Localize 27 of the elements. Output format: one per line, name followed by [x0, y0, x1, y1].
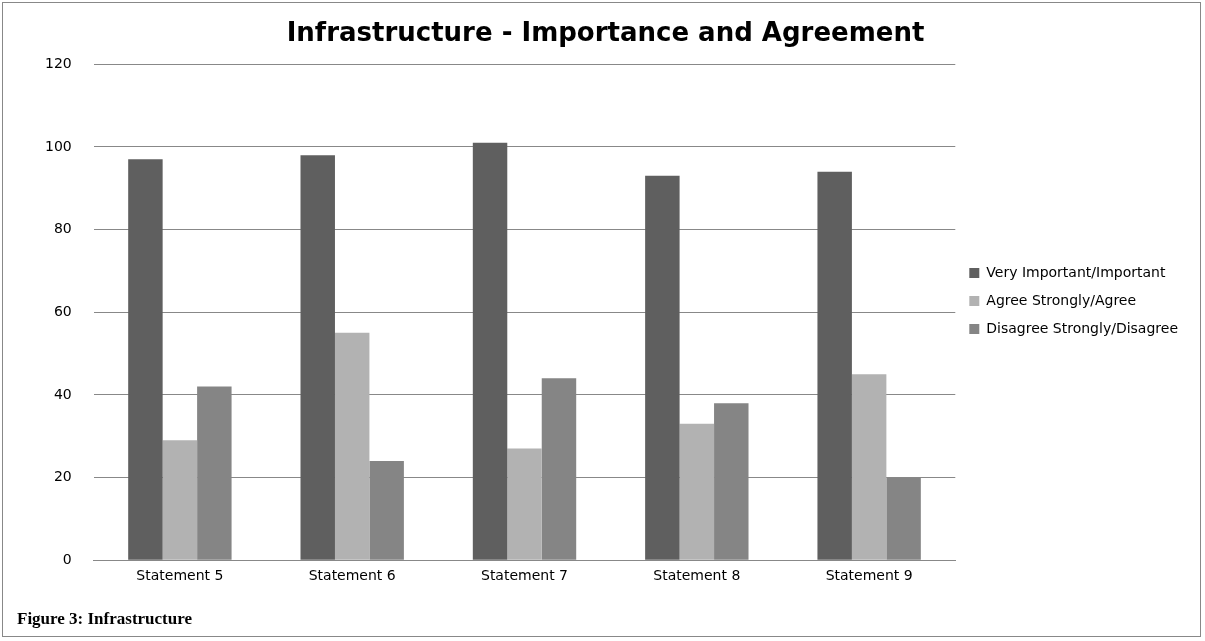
bar — [334, 332, 370, 560]
y-tick-label: 20 — [53, 468, 72, 485]
bar — [817, 171, 852, 560]
x-tick-label: Statement 6 — [308, 567, 396, 584]
y-tick-label: 0 — [62, 550, 72, 567]
legend-label: Agree Strongly/Agree — [986, 291, 1137, 308]
bar — [645, 175, 680, 560]
bar — [162, 440, 198, 560]
bar — [128, 159, 163, 560]
x-tick-label: Statement 9 — [825, 567, 913, 584]
y-tick-label: 80 — [53, 220, 72, 237]
bar — [679, 423, 715, 560]
legend-label: Very Important/Important — [986, 263, 1166, 280]
y-tick-label: 100 — [44, 137, 72, 154]
x-tick-label: Statement 7 — [481, 567, 569, 584]
x-tick-label: Statement 5 — [136, 567, 224, 584]
y-tick-label: 120 — [44, 54, 72, 71]
x-tick-label: Statement 8 — [653, 567, 741, 584]
y-tick-label: 40 — [53, 385, 72, 402]
chart-title: Infrastructure - Importance and Agreement — [286, 17, 925, 48]
y-tick-label: 60 — [53, 302, 72, 319]
caption: Figure 3: Infrastructure — [17, 609, 193, 629]
bar — [300, 155, 335, 560]
bar — [472, 142, 508, 560]
bar — [851, 374, 887, 560]
bar — [507, 448, 542, 560]
legend-label: Disagree Strongly/Disagree — [986, 319, 1178, 336]
